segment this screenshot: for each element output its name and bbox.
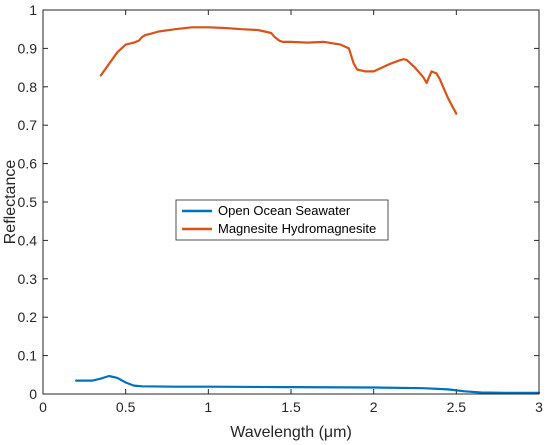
x-tick-label: 3 <box>535 399 543 415</box>
y-tick-label: 0.1 <box>18 348 38 364</box>
y-tick-label: 0.9 <box>18 40 38 56</box>
y-tick-label: 0.7 <box>18 117 38 133</box>
y-tick-label: 0.2 <box>18 309 38 325</box>
y-tick-label: 0.3 <box>18 271 38 287</box>
x-tick-label: 2.5 <box>447 399 467 415</box>
x-axis-title: Wavelength (μm) <box>230 424 352 441</box>
x-tick-label: 1.5 <box>281 399 301 415</box>
y-tick-label: 0.4 <box>18 232 38 248</box>
x-tick-label: 1 <box>204 399 212 415</box>
y-tick-label: 0.8 <box>18 79 38 95</box>
x-tick-label: 0.5 <box>116 399 136 415</box>
y-axis-title: Reflectance <box>2 160 19 245</box>
legend-label-magnesite-hydromagnesite: Magnesite Hydromagnesite <box>218 221 376 236</box>
series-layer <box>74 26 541 394</box>
legend-label-open-ocean-seawater: Open Ocean Seawater <box>218 203 351 218</box>
series-line-open-ocean-seawater <box>74 374 541 394</box>
legend: Open Ocean Seawater Magnesite Hydromagne… <box>175 199 389 241</box>
y-tick-label: 0 <box>29 386 37 402</box>
y-tick-label: 1 <box>29 2 37 18</box>
legend-box <box>175 199 389 241</box>
y-tick-label: 0.5 <box>18 194 38 210</box>
x-tick-label: 2 <box>370 399 378 415</box>
series-line-magnesite-hydromagnesite <box>99 26 458 115</box>
x-tick-label: 0 <box>39 399 47 415</box>
y-tick-label: 0.6 <box>18 156 38 172</box>
plot-frame <box>42 9 540 395</box>
